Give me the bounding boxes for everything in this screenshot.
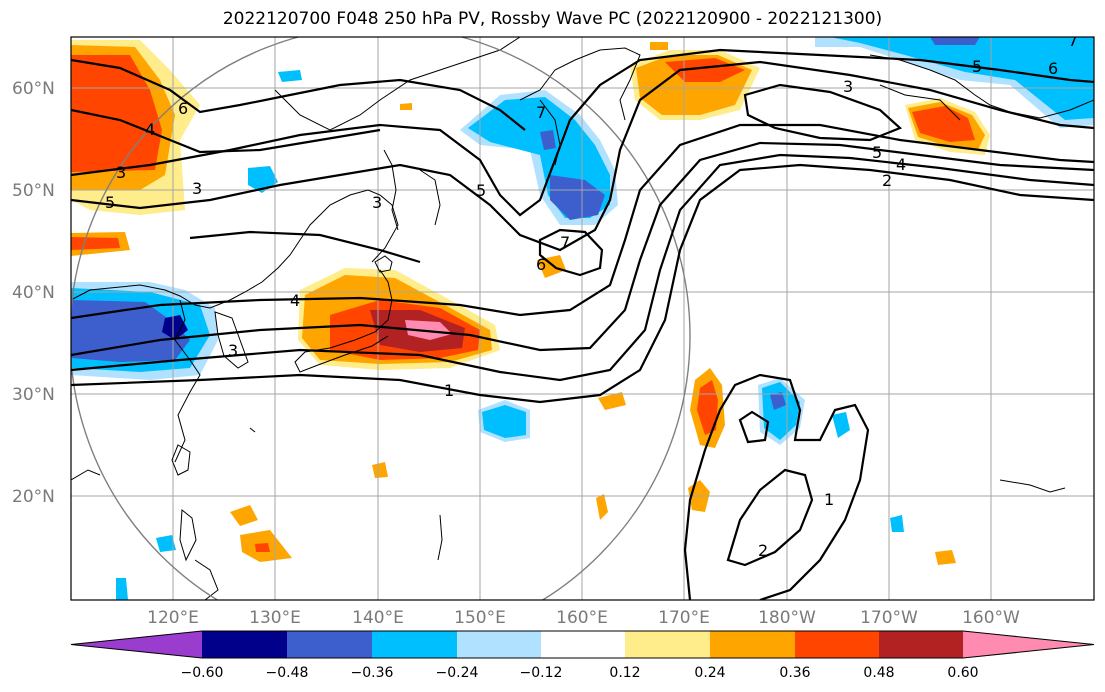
anomaly-positive-small-top [650,42,668,50]
contour-label-6: 6 [178,99,188,118]
longitude-axis: 120°E 130°E 140°E 150°E 160°E 170°E 180°… [147,608,1020,628]
contour-label-3e: 3 [843,77,853,96]
colorbar-tick-label: −0.36 [351,665,394,681]
lon-label-140e: 140°E [352,608,404,628]
anomaly-positive-c4 [537,255,566,278]
lat-label-50n: 50°N [12,181,55,201]
lon-label-170e: 170°E [658,608,710,628]
lon-label-150e: 150°E [454,608,506,628]
colorbar-tick-label: −0.60 [181,665,224,681]
coastlines [71,37,1094,600]
colorbar-tick-label: −0.48 [266,665,309,681]
anomaly-positive-c5 [596,494,608,520]
colorbar-bin [202,631,287,658]
lon-label-170w: 170°W [860,608,918,628]
anomaly-positive-w-small-core [71,237,120,250]
contour-label-7: 7 [536,103,546,122]
contour-label-3d: 3 [372,193,382,212]
colorbar-tick-label: −0.12 [520,665,563,681]
colorbar-max-extend [963,631,1094,658]
anomaly-negative-c1-mid [482,405,526,438]
colorbar-bin [372,631,457,658]
colorbar-tick-label: 0.12 [609,665,640,681]
contour-label-4c: 4 [145,120,155,139]
contour-label-2b: 2 [758,541,768,560]
colorbar-bin [457,631,541,658]
lat-label-30n: 30°N [12,385,55,405]
contour-label-4b: 4 [896,155,906,174]
anomaly-negative-c2-core [770,392,786,410]
anomaly-negative-c6 [116,578,128,600]
anomaly-negative-w-deep [162,315,188,340]
contour-label-3: 3 [228,341,238,360]
contour-label-1b: 1 [824,490,834,509]
contour-label-6b: 6 [1048,59,1058,78]
colorbar-min-extend [71,631,202,658]
contour-label-5b: 5 [476,181,486,200]
lon-label-160e: 160°E [556,608,608,628]
anomaly-positive-c7 [230,505,258,526]
contour-label-3c: 3 [192,179,202,198]
anomaly-negative-w-core [71,300,190,362]
contour-label-group: 1 1 2 2 3 3 3 3 3 4 4 4 5 5 5 5 6 6 6 7 [105,31,1078,560]
colorbar-tick-label: 0.60 [947,665,978,681]
map-border [70,36,1095,601]
anomaly-positive-bering-core [665,58,745,82]
contour-label-5: 5 [105,193,115,212]
anomaly-negative-okhotsk-core [550,175,605,220]
anomaly-positive-c6 [372,462,388,478]
contour-label-5c: 5 [872,143,882,162]
contour-label-7b: 7 [560,233,570,252]
colorbar-bin [287,631,372,658]
colorbar-bin [879,631,963,658]
colorbar-tick-label: −0.24 [436,665,479,681]
anomaly-positive-c9 [935,550,956,565]
colorbar-bin [625,631,710,658]
anomaly-negative-ne-mid [830,37,1094,120]
anomaly-negative-c3 [832,412,850,438]
lat-label-40n: 40°N [12,283,55,303]
colorbar-tick-label: 0.48 [863,665,894,681]
colorbar-bin [795,631,879,658]
contour-label-2: 2 [882,171,892,190]
contour-label-7c: 7 [1068,31,1078,50]
anomaly-positive-c10 [400,103,412,110]
colorbar-tick-label: 0.24 [694,665,725,681]
lon-label-130e: 130°E [249,608,301,628]
anomaly-negative-okhotsk-deep [540,130,556,150]
anomaly-positive-c8-core [255,543,270,552]
contour-label-5d: 5 [972,57,982,76]
anomaly-negative-c4 [890,515,904,532]
colorbar-tick-label: 0.36 [779,665,810,681]
anomaly-positive-c3 [598,392,626,410]
lat-label-20n: 20°N [12,487,55,507]
anomaly-positive-japan-max [405,320,452,340]
colorbar: −0.60 −0.48 −0.36 −0.24 −0.12 0.12 0.24 … [70,630,1095,681]
anomaly-positive-gulf-core [912,106,975,142]
lat-label-60n: 60°N [12,79,55,99]
colorbar-bin [541,631,625,658]
map-title: 2022120700 F048 250 hPa PV, Rossby Wave … [222,9,883,29]
contour-label-4: 4 [290,291,300,310]
gridlines [71,37,1094,600]
anomaly-negative-c5 [156,535,176,552]
anomaly-positive-nw-inner [71,55,162,172]
lon-label-180w: 180°W [758,608,816,628]
anomaly-negative-small-b [278,70,302,82]
region-circle [71,37,691,600]
contour-label-3b: 3 [116,163,126,182]
colorbar-bin [710,631,795,658]
pv-contours [71,48,1094,600]
lon-label-120e: 120°E [147,608,199,628]
latitude-axis: 60°N 50°N 40°N 30°N 20°N [12,79,55,507]
contour-label-6c: 6 [536,255,546,274]
anomaly-negative-ne-core [930,37,980,45]
contour-label-1: 1 [444,381,454,400]
colorbar-outline [70,630,1095,659]
lon-label-160w: 160°W [962,608,1020,628]
